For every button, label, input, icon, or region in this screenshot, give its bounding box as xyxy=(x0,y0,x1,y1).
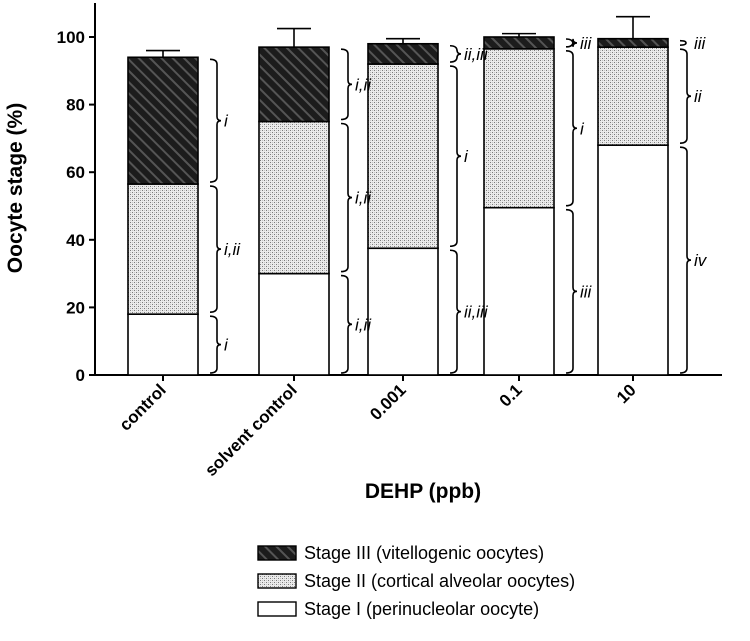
significance-letter: iii xyxy=(580,34,593,53)
bar-segment xyxy=(483,48,555,209)
y-tick-label: 80 xyxy=(66,96,85,115)
x-tick-label: 0.1 xyxy=(496,380,526,410)
bracket xyxy=(679,146,692,374)
bar-segment xyxy=(367,63,439,250)
legend-label: Stage III (vitellogenic oocytes) xyxy=(304,543,544,563)
significance-letter: i,ii xyxy=(224,240,241,259)
bars xyxy=(127,15,669,376)
bar-segment xyxy=(483,36,555,50)
significance-letter: i,ii xyxy=(355,75,372,94)
y-tick-label: 60 xyxy=(66,163,85,182)
y-tick-label: 20 xyxy=(66,298,85,317)
x-axis-title: DEHP (ppb) xyxy=(365,480,481,503)
bar-segment xyxy=(597,144,669,376)
bar-segment xyxy=(127,313,199,376)
significance-letter: i xyxy=(224,112,229,131)
x-tick-label: 10 xyxy=(613,380,640,407)
x-tick-label: solvent control xyxy=(201,380,301,480)
significance-letter: iii xyxy=(694,34,707,53)
x-axis: control solvent control 0.001 0.1 10 xyxy=(95,374,722,480)
bar-segment xyxy=(127,56,199,185)
bracket xyxy=(340,48,353,121)
bar-segment xyxy=(597,37,669,48)
significance-letter: ii,iii xyxy=(464,45,489,64)
bracket xyxy=(209,58,222,183)
bracket xyxy=(209,315,222,374)
bracket xyxy=(209,185,222,313)
x-tick-label: control xyxy=(116,380,170,434)
bar-segment xyxy=(597,46,669,146)
legend-label: Stage II (cortical alveolar oocytes) xyxy=(304,571,575,591)
bar-segment xyxy=(483,206,555,376)
bracket xyxy=(449,44,462,63)
y-tick-label: 40 xyxy=(66,231,85,250)
y-axis-title: Oocyte stage (%) xyxy=(4,103,27,273)
bracket xyxy=(565,50,578,207)
significance-letter: i xyxy=(464,147,469,166)
x-tick-label: 0.001 xyxy=(366,380,410,424)
bar-segment xyxy=(258,46,330,123)
significance-letter: iii xyxy=(580,282,593,301)
bar-segment xyxy=(367,42,439,65)
bar-segment xyxy=(258,272,330,376)
legend-swatch xyxy=(257,601,297,617)
significance-letter: i xyxy=(580,119,585,138)
legend-swatch xyxy=(257,573,297,589)
bracket xyxy=(449,249,462,374)
bracket xyxy=(340,274,353,374)
bracket xyxy=(565,38,578,48)
bar-segment xyxy=(367,247,439,376)
bracket xyxy=(449,65,462,248)
bracket xyxy=(565,208,578,374)
bracket xyxy=(679,39,687,46)
significance-letter: i,ii xyxy=(355,315,372,334)
bracket xyxy=(679,48,692,144)
legend-swatch xyxy=(257,545,297,561)
significance-letter: i xyxy=(224,336,229,355)
bracket xyxy=(340,122,353,273)
significance-brackets: ii,iiii,iii,iii,iiii,iiiiii,iiiiiiiiiiiv… xyxy=(209,34,708,374)
significance-letter: ii xyxy=(694,87,703,106)
bar-segment xyxy=(258,120,330,275)
bar-segment xyxy=(127,183,199,315)
legend: Stage III (vitellogenic oocytes) Stage II… xyxy=(257,543,575,619)
legend-label: Stage I (perinucleolar oocyte) xyxy=(304,599,539,619)
significance-letter: ii,iii xyxy=(464,303,489,322)
y-tick-label: 0 xyxy=(76,366,85,385)
y-tick-label: 100 xyxy=(57,28,85,47)
significance-letter: i,ii xyxy=(355,189,372,208)
significance-letter: iv xyxy=(694,251,708,270)
y-axis: 0 20 40 60 80 100 xyxy=(57,3,96,385)
